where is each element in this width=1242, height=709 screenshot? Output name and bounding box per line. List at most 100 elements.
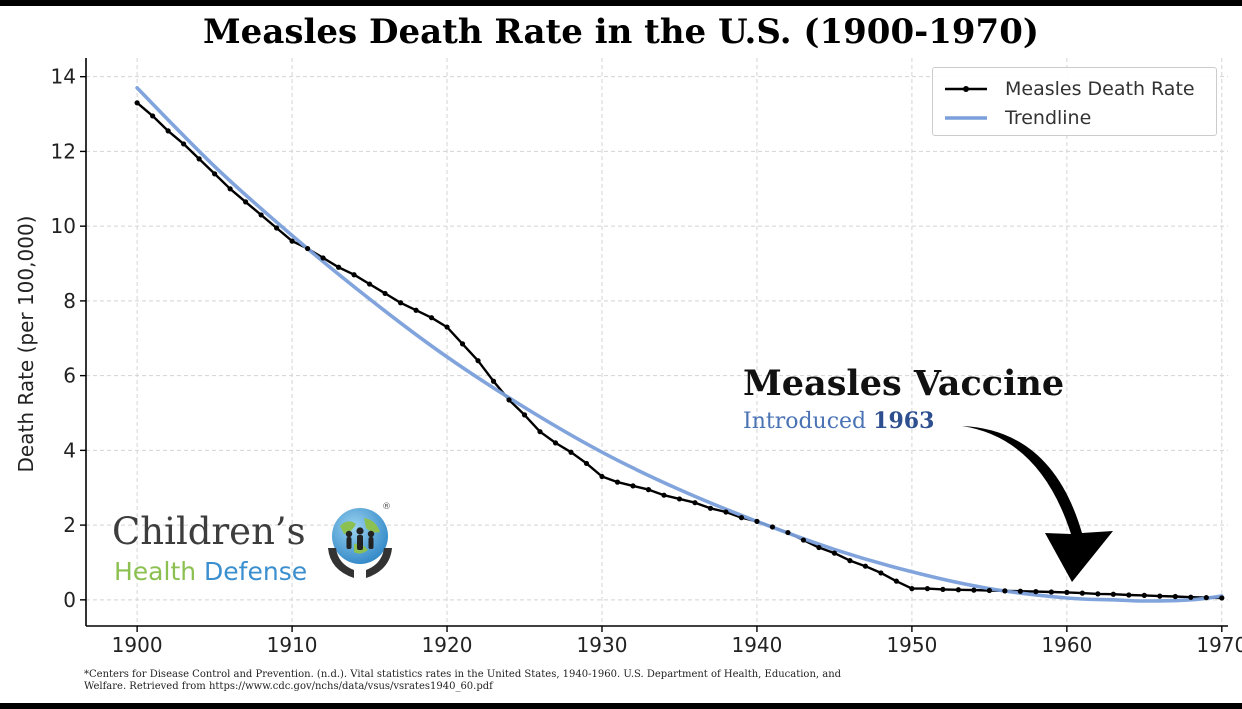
globe-hands-icon bbox=[328, 508, 392, 578]
data-point bbox=[1048, 589, 1054, 595]
data-point bbox=[459, 341, 466, 347]
data-point bbox=[955, 587, 961, 593]
data-point bbox=[614, 479, 621, 485]
y-tick-label: 4 bbox=[63, 438, 76, 462]
logo-text-line2: Health Defense bbox=[114, 557, 307, 586]
legend-label-death-rate: Measles Death Rate bbox=[1005, 78, 1195, 100]
data-point bbox=[227, 186, 233, 192]
data-point bbox=[847, 558, 853, 564]
data-point bbox=[490, 378, 497, 384]
x-tick-label: 1940 bbox=[731, 633, 782, 657]
data-point bbox=[351, 272, 357, 278]
annotation-year: 1963 bbox=[873, 408, 935, 434]
data-point bbox=[428, 315, 435, 321]
data-point bbox=[196, 156, 202, 162]
legend-swatch-death-rate bbox=[945, 86, 987, 92]
annotation-arrow-icon bbox=[962, 426, 1113, 582]
data-point bbox=[1033, 589, 1039, 595]
data-point bbox=[971, 587, 977, 593]
data-point bbox=[707, 505, 714, 511]
legend: Measles Death Rate Trendline bbox=[932, 67, 1217, 136]
data-point bbox=[181, 141, 187, 147]
data-point bbox=[212, 171, 218, 177]
data-point bbox=[150, 113, 156, 119]
series-line-trendline bbox=[135, 86, 1224, 603]
data-point bbox=[645, 487, 652, 493]
legend-item-trendline: Trendline bbox=[943, 106, 1091, 130]
data-point bbox=[304, 245, 311, 252]
data-point bbox=[537, 429, 543, 435]
y-tick-label: 6 bbox=[63, 364, 76, 388]
data-point bbox=[630, 483, 636, 489]
data-point bbox=[940, 586, 946, 592]
data-point bbox=[475, 358, 481, 364]
data-point bbox=[723, 509, 729, 515]
data-point bbox=[568, 449, 574, 455]
data-point bbox=[1017, 588, 1023, 594]
x-tick-label: 1960 bbox=[1041, 633, 1092, 657]
data-point bbox=[521, 412, 528, 418]
logo-word-defense: Defense bbox=[204, 557, 308, 586]
data-point bbox=[1126, 592, 1132, 598]
data-point bbox=[397, 300, 404, 306]
data-point bbox=[1064, 589, 1070, 595]
data-point bbox=[831, 550, 838, 556]
y-tick-label: 12 bbox=[51, 139, 76, 163]
data-point bbox=[258, 212, 264, 218]
data-point bbox=[1141, 592, 1147, 598]
data-point bbox=[1157, 593, 1163, 599]
data-point bbox=[800, 537, 807, 543]
data-point bbox=[661, 492, 667, 498]
data-point bbox=[785, 529, 791, 536]
annotation-title: Measles Vaccine bbox=[743, 363, 1065, 404]
x-tick-label: 1910 bbox=[267, 633, 318, 657]
data-point bbox=[583, 460, 590, 467]
logo-word-health: Health bbox=[114, 557, 197, 586]
x-tick-label: 1970 bbox=[1196, 633, 1242, 657]
data-point bbox=[862, 563, 869, 569]
data-point bbox=[134, 100, 140, 106]
bottom-border bbox=[0, 703, 1242, 709]
top-border bbox=[0, 0, 1242, 6]
data-point bbox=[552, 440, 559, 446]
annotation-subtitle-prefix: Introduced bbox=[743, 409, 867, 434]
data-point bbox=[754, 518, 760, 524]
y-tick-label: 14 bbox=[51, 65, 76, 89]
x-tick-label: 1930 bbox=[577, 633, 628, 657]
data-point bbox=[676, 496, 683, 502]
data-point bbox=[924, 586, 930, 592]
legend-swatch-trendline bbox=[945, 116, 987, 120]
data-point bbox=[506, 397, 512, 403]
data-point bbox=[738, 515, 745, 521]
chart-title: Measles Death Rate in the U.S. (1900-197… bbox=[203, 12, 1039, 52]
data-point bbox=[366, 281, 373, 287]
data-point bbox=[289, 238, 295, 244]
data-point bbox=[382, 290, 388, 297]
data-point bbox=[878, 570, 884, 576]
data-point bbox=[1172, 593, 1178, 600]
data-point bbox=[1110, 591, 1116, 597]
y-tick-label: 10 bbox=[51, 214, 76, 238]
data-point bbox=[273, 225, 280, 231]
childrens-health-defense-logo: Children’s Health Defense ® bbox=[112, 502, 402, 586]
y-tick-label: 8 bbox=[63, 289, 76, 313]
data-point bbox=[816, 544, 822, 551]
data-point bbox=[243, 199, 249, 205]
data-point bbox=[1219, 595, 1225, 601]
y-tick-label: 0 bbox=[63, 588, 76, 612]
registered-mark: ® bbox=[382, 502, 391, 512]
legend-item-death-rate: Measles Death Rate bbox=[943, 77, 1195, 101]
data-point bbox=[1095, 591, 1101, 597]
annotation-subtitle: Introduced 1963 bbox=[743, 408, 934, 434]
data-point bbox=[769, 524, 776, 530]
y-tick-label: 2 bbox=[63, 513, 76, 537]
data-point bbox=[444, 324, 450, 330]
data-point bbox=[335, 264, 342, 270]
x-tick-label: 1900 bbox=[112, 633, 163, 657]
data-point bbox=[1079, 590, 1085, 596]
data-point bbox=[165, 128, 171, 134]
data-point bbox=[692, 500, 698, 506]
x-tick-label: 1950 bbox=[886, 633, 937, 657]
data-point bbox=[1188, 594, 1194, 600]
